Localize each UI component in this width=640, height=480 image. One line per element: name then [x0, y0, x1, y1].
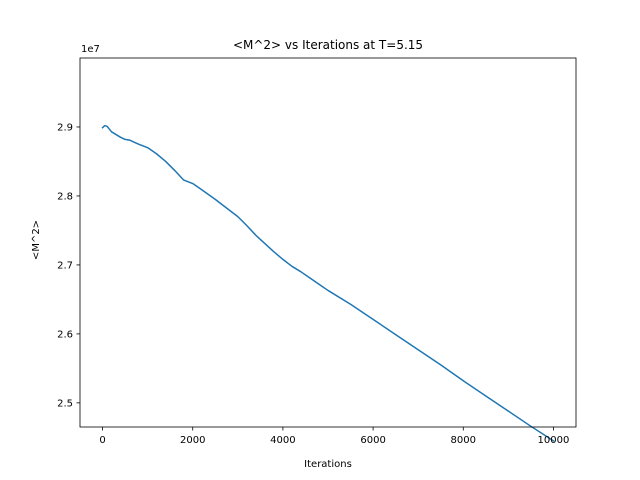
x-tick-label: 4000 — [270, 435, 295, 446]
x-tick-label: 10000 — [538, 435, 570, 446]
x-tick-label: 0 — [99, 435, 105, 446]
series-line-0 — [101, 124, 555, 442]
x-tick-label: 2000 — [180, 435, 205, 446]
y-axis-label: <M^2> — [31, 220, 42, 260]
y-axis-offset-label: 1e7 — [81, 44, 100, 55]
x-axis-label: Iterations — [304, 459, 352, 470]
y-tick-label: 2.5 — [57, 398, 73, 409]
y-tick-label: 2.7 — [57, 260, 73, 271]
x-tick-label: 6000 — [360, 435, 385, 446]
y-tick-label: 2.9 — [57, 122, 73, 133]
chart-title: <M^2> vs Iterations at T=5.15 — [233, 38, 423, 52]
plot-area: 0 2000 4000 6000 8000 10000 2.5 2.6 2.7 2.8 2.9 — [57, 57, 577, 446]
axes-frame — [79, 57, 577, 428]
x-tick-label: 8000 — [451, 435, 476, 446]
y-tick-label: 2.6 — [57, 329, 73, 340]
y-tick-label: 2.8 — [57, 191, 73, 202]
